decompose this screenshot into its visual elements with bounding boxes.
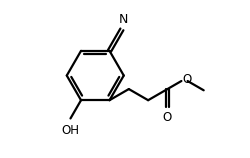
Text: N: N <box>118 13 128 26</box>
Text: O: O <box>182 73 192 86</box>
Text: OH: OH <box>62 124 80 137</box>
Text: O: O <box>163 111 172 124</box>
